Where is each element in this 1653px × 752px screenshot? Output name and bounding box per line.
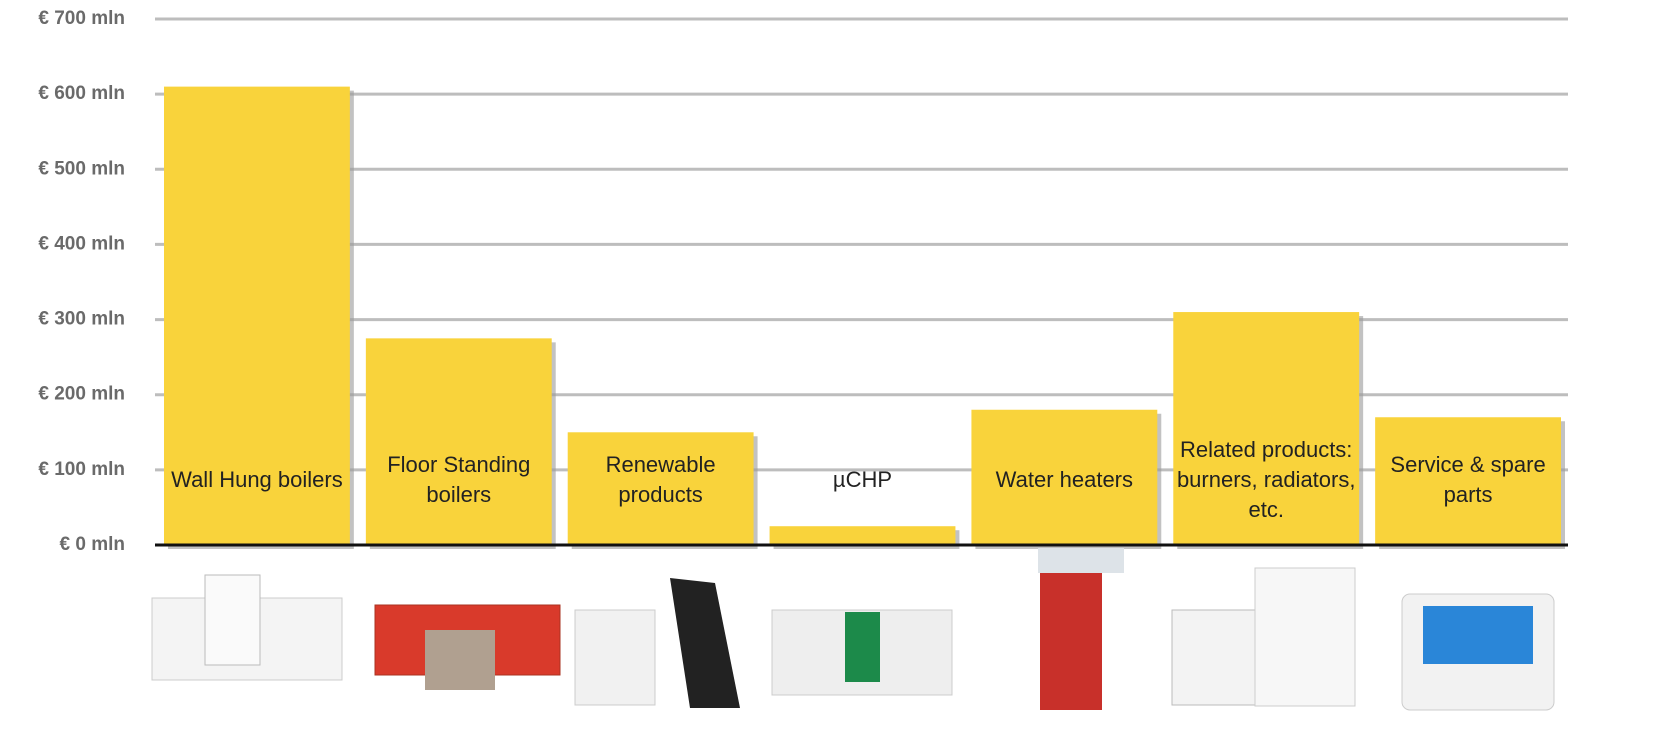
category-label: Wall Hung boilers bbox=[164, 400, 350, 560]
image-solar-panel bbox=[670, 578, 740, 708]
y-tick-label: € 200 mln bbox=[38, 384, 125, 405]
y-tick-label: € 300 mln bbox=[38, 309, 125, 330]
y-tick-label: € 100 mln bbox=[38, 459, 125, 480]
image-water-heater bbox=[1040, 570, 1102, 710]
chart: € 0 mln € 100 mln € 200 mln € 300 mln € 400 … bbox=[0, 0, 1653, 752]
category-label: Water heaters bbox=[971, 400, 1157, 560]
image-part bbox=[1423, 606, 1533, 664]
y-tick-label: € 400 mln bbox=[38, 233, 125, 254]
image-part bbox=[845, 612, 880, 682]
image-part bbox=[425, 630, 495, 690]
y-tick-label: € 500 mln bbox=[38, 158, 125, 179]
category-label: Floor Standing boilers bbox=[366, 400, 552, 560]
y-tick-label: € 700 mln bbox=[38, 8, 125, 29]
y-tick-label: € 0 mln bbox=[60, 534, 125, 555]
category-label: Service & spare parts bbox=[1375, 400, 1561, 560]
product-images bbox=[152, 548, 1554, 710]
image-part bbox=[1255, 568, 1355, 706]
image-renewable bbox=[575, 610, 655, 705]
category-label: Renewable products bbox=[568, 400, 754, 560]
image-part bbox=[205, 575, 260, 665]
category-label: µCHP bbox=[770, 400, 956, 560]
category-label: Related products: burners, radiators, et… bbox=[1173, 400, 1359, 560]
y-tick-label: € 600 mln bbox=[38, 83, 125, 104]
chart-svg: € 0 mln € 100 mln € 200 mln € 300 mln € 400 … bbox=[0, 0, 1653, 752]
